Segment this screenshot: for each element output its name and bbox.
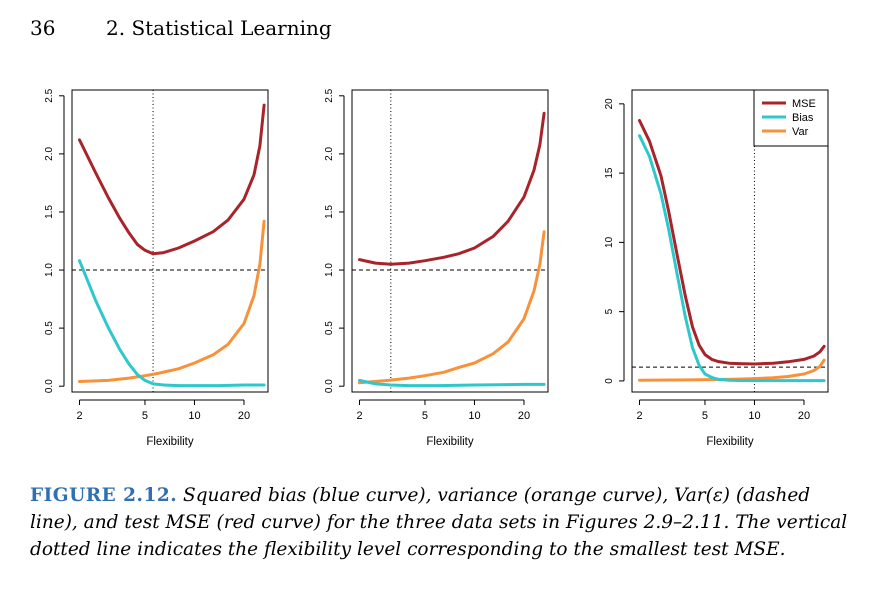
x-tick-label: 5 bbox=[422, 410, 428, 422]
x-axis-label: Flexibility bbox=[426, 436, 474, 448]
legend-label-mse: MSE bbox=[792, 98, 816, 110]
x-tick-label: 2 bbox=[636, 410, 642, 422]
x-axis-label: Flexibility bbox=[706, 436, 754, 448]
panel-2: 2 5 10 20 0.0 0.5 1.0 1.5 2.0 2.5 Flexibility bbox=[324, 88, 549, 448]
x-tick-label: 20 bbox=[518, 410, 530, 422]
page-number: 36 bbox=[30, 16, 56, 40]
y-tick-label: 2.0 bbox=[324, 146, 335, 160]
curve-var bbox=[358, 230, 546, 385]
y-tick-label: 0.5 bbox=[324, 321, 335, 335]
y-tick-label: 15 bbox=[604, 167, 615, 179]
x-tick-label: 10 bbox=[468, 410, 480, 422]
curve-bias bbox=[78, 259, 266, 388]
curve-mse bbox=[358, 111, 546, 266]
y-tick-label: 1.0 bbox=[324, 263, 335, 277]
y-tick-label: 0 bbox=[604, 378, 615, 384]
y-tick-label: 0.0 bbox=[324, 379, 335, 393]
legend: MSE Bias Var bbox=[753, 89, 829, 147]
x-tick-label: 5 bbox=[702, 410, 708, 422]
curve-var bbox=[638, 358, 826, 382]
y-tick-label: 2.0 bbox=[44, 146, 55, 160]
x-tick-label: 10 bbox=[748, 410, 760, 422]
plot-frame bbox=[71, 89, 269, 393]
y-tick-label: 5 bbox=[604, 308, 615, 314]
x-tick-label: 20 bbox=[798, 410, 810, 422]
x-tick-label: 2 bbox=[76, 410, 82, 422]
x-tick-label: 5 bbox=[142, 410, 148, 422]
plot-frame bbox=[631, 89, 829, 393]
caption-text: Squared bias (blue curve), variance (ora… bbox=[30, 485, 848, 560]
curve-bias bbox=[358, 378, 546, 388]
y-tick-label: 10 bbox=[604, 236, 615, 248]
y-tick-label: 2.5 bbox=[324, 88, 335, 102]
y-tick-label: 1.0 bbox=[44, 263, 55, 277]
x-tick-label: 10 bbox=[188, 410, 200, 422]
curve-mse bbox=[638, 119, 826, 366]
figure-caption: FIGURE 2.12. Squared bias (blue curve), … bbox=[30, 482, 860, 563]
legend-label-var: Var bbox=[792, 126, 809, 138]
curve-var bbox=[78, 219, 266, 383]
y-tick-label: 0.5 bbox=[44, 321, 55, 335]
x-tick-label: 20 bbox=[238, 410, 250, 422]
y-tick-label: 20 bbox=[604, 98, 615, 110]
x-axis-label: Flexibility bbox=[146, 436, 194, 448]
y-tick-label: 1.5 bbox=[324, 205, 335, 219]
curve-mse bbox=[78, 103, 266, 256]
y-tick-label: 1.5 bbox=[44, 205, 55, 219]
curve-bias bbox=[638, 134, 826, 383]
panel-3: 2 5 10 20 0 5 10 15 20 Flexibility MSE Bias Var bbox=[604, 89, 829, 448]
x-tick-label: 2 bbox=[356, 410, 362, 422]
y-tick-label: 0.0 bbox=[44, 379, 55, 393]
y-tick-label: 2.5 bbox=[44, 88, 55, 102]
figure-label: FIGURE 2.12. bbox=[30, 485, 178, 506]
legend-label-bias: Bias bbox=[792, 112, 814, 124]
plot-frame bbox=[351, 89, 549, 393]
chapter-title: 2. Statistical Learning bbox=[106, 16, 332, 40]
panel-1: 2 5 10 20 0.0 0.5 1.0 1.5 2.0 2.5 Flexibility bbox=[44, 88, 269, 448]
